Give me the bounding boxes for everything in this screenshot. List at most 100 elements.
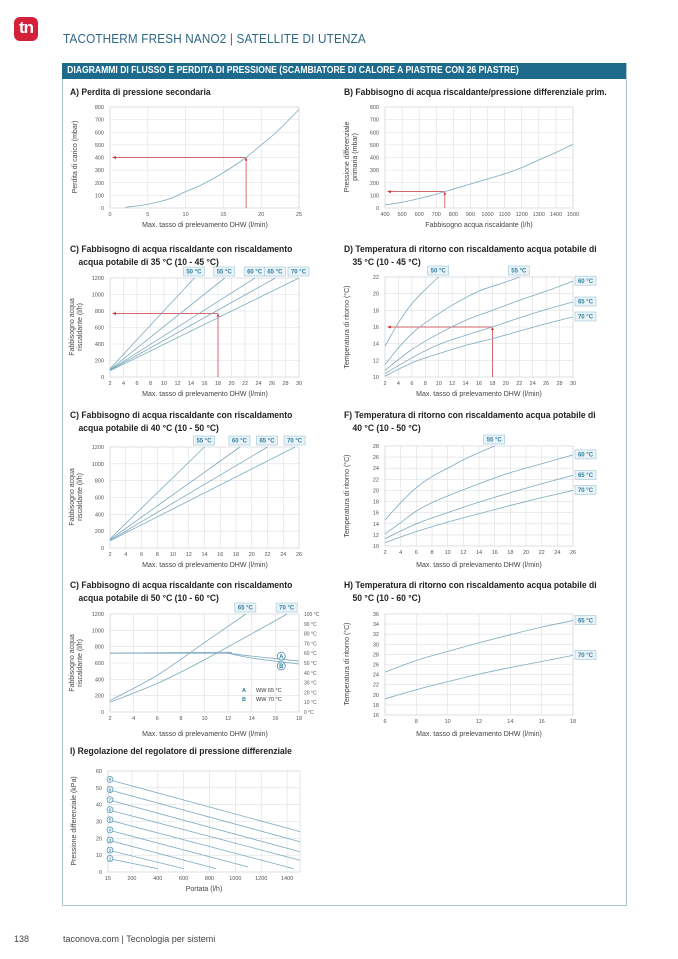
series-line xyxy=(384,454,574,535)
y-tick-label: 500 xyxy=(370,143,379,149)
series-label-text: 60 °C xyxy=(578,279,594,285)
series-label-text: 70 °C xyxy=(279,606,295,612)
chart-h-title: H) Temperatura di ritorno con riscaldame… xyxy=(344,579,597,605)
series-label-box xyxy=(183,266,205,277)
y-tick-label: 800 xyxy=(370,105,379,111)
x-tick-label: 22 xyxy=(516,381,522,387)
plot-frame xyxy=(109,106,300,209)
x-tick-label: 4 xyxy=(132,716,135,722)
series-label: 65 °C xyxy=(256,435,278,446)
y-tick-label: 400 xyxy=(95,677,104,683)
series-label-text: 65 °C xyxy=(578,300,594,306)
x-tick-label: 12 xyxy=(460,550,466,556)
x-tick-label: 6 xyxy=(410,381,413,387)
y-tick-label: 22 xyxy=(373,683,379,689)
x-tick-label: 1200 xyxy=(516,212,528,218)
series-label-text: 60 °C xyxy=(232,439,248,445)
x-tick-label: 8 xyxy=(415,719,418,725)
ylabel-line: Pressione differenziale (kPa) xyxy=(71,776,78,866)
x-tick-label: 20 xyxy=(228,381,234,387)
y-tick-label: 28 xyxy=(373,444,379,450)
title-line: 40 °C (10 - 50 °C) xyxy=(352,423,421,433)
x-tick-label: 12 xyxy=(174,381,180,387)
series-label-text: 65 °C xyxy=(267,270,283,276)
x-tick-label: 14 xyxy=(201,552,207,558)
chart-c50-xlabel: Max. tasso di prelevamento DHW (l/min) xyxy=(142,731,268,738)
x-tick-label: 1400 xyxy=(550,212,562,218)
y-tick-label: 30 xyxy=(96,820,102,826)
series-label-text: 65 °C xyxy=(578,473,594,479)
chart-d-xlabel: Max. tasso di prelevamento DHW (l/min) xyxy=(416,391,542,398)
x-tick-label: 1100 xyxy=(499,212,511,218)
series-label: 70 °C xyxy=(574,311,597,322)
x-tick-label: 2 xyxy=(383,381,386,387)
series-label-text: 70 °C xyxy=(291,270,307,276)
series-label-box xyxy=(574,296,597,307)
x-tick-label: 20 xyxy=(258,212,264,218)
y-tick-label: 400 xyxy=(95,156,104,162)
plot-frame xyxy=(109,277,300,378)
title-line: A) Perdita di pressione secondaria xyxy=(70,87,211,97)
plot-frame xyxy=(384,445,574,547)
chart-c40-xlabel: Max. tasso di prelevamento DHW (l/min) xyxy=(142,562,268,569)
x-tick-label: 28 xyxy=(282,381,288,387)
series-label-text: 65 °C xyxy=(238,606,254,612)
series-label-box xyxy=(574,275,597,286)
series-line xyxy=(107,849,184,870)
y-tick-label: 400 xyxy=(95,342,104,348)
ylabel-line: primaria (mbar) xyxy=(352,133,359,181)
ylabel-line: Fabbisogno acqua xyxy=(69,298,76,356)
series-label: 50 °C xyxy=(183,266,205,277)
y-tick-label: 26 xyxy=(373,455,379,461)
series-label: 55 °C xyxy=(483,434,505,445)
setting-marker-label: 5 xyxy=(109,818,112,823)
title-line: I) Regolazione del regolatore di pressio… xyxy=(70,746,292,756)
ylabel-line: Perdita di carico (mbar) xyxy=(72,120,79,194)
series-label-text: 55 °C xyxy=(217,270,233,276)
series-label-box xyxy=(574,650,597,660)
series-line xyxy=(107,809,301,861)
title-line: C) Fabbisogno di acqua riscaldante con r… xyxy=(70,410,293,420)
plot-frame xyxy=(384,106,574,209)
ylabel-line: Fabbisogno acqua xyxy=(69,634,76,692)
x-tick-label: 16 xyxy=(272,716,278,722)
x-tick-label: 12 xyxy=(449,381,455,387)
y-tick-label: 34 xyxy=(373,622,379,628)
series-label-box xyxy=(234,602,257,613)
series-label-box xyxy=(193,435,215,446)
title-line: F) Temperatura di ritorno con riscaldame… xyxy=(344,410,596,420)
chart-h-xlabel: Max. tasso di prelevamento DHW (l/min) xyxy=(416,731,542,738)
x-tick-label: 18 xyxy=(570,719,576,725)
ylabel-line: Pressione differenziale xyxy=(344,121,351,193)
x-tick-label: 6 xyxy=(156,716,159,722)
y-tick-label: 50 xyxy=(96,786,102,792)
x-tick-label: 8 xyxy=(179,716,182,722)
x-tick-label: 4 xyxy=(122,381,125,387)
chart-a-xlabel: Max. tasso di prelevamento DHW (l/min) xyxy=(142,222,268,229)
chart-a-plot: 0 5 10 15 20 25 0 100 200 300 400 500 600 700 800 xyxy=(95,105,302,218)
y-tick-label: 28 xyxy=(373,652,379,658)
taconova-logo: tn xyxy=(14,17,38,41)
series-label: 60 °C xyxy=(574,449,597,460)
y-tick-label: 16 xyxy=(373,713,379,719)
ylabel-line: Temperatura di ritorno (°C) xyxy=(344,285,351,369)
series-label-box xyxy=(287,266,310,277)
legend-text: WW 65 °C xyxy=(256,688,282,694)
y-tick-label: 800 xyxy=(95,309,104,315)
x-tick-label: 1000 xyxy=(229,876,241,882)
y2-tick-label: 90 °C xyxy=(304,622,317,628)
series-label-box xyxy=(256,435,278,446)
series-label: 70 °C xyxy=(574,485,597,495)
y-tick-label: 10 xyxy=(96,853,102,859)
series-label-text: 55 °C xyxy=(487,438,503,444)
title-line: 50 °C (10 - 60 °C) xyxy=(352,593,421,603)
series-line xyxy=(107,829,249,868)
setting-marker xyxy=(106,806,114,814)
series-label-box xyxy=(283,435,306,446)
series-line xyxy=(109,277,300,372)
x-tick-label: 12 xyxy=(225,716,231,722)
x-tick-label: 28 xyxy=(557,381,563,387)
x-tick-label: 22 xyxy=(539,550,545,556)
setting-marker xyxy=(106,855,114,862)
chart-d-title: D) Temperatura di ritorno con riscaldame… xyxy=(344,243,597,269)
